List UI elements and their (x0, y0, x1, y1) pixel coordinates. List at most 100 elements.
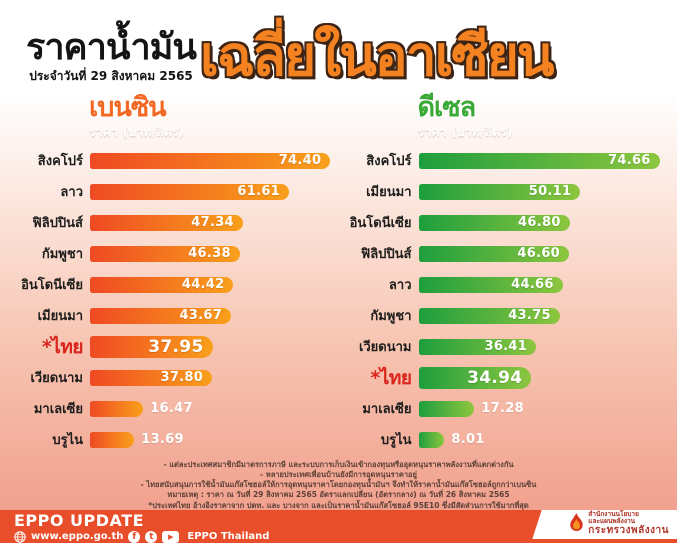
benzine-rows: สิงคโปร์ 74.40 ลาว 61.61 ฟิลิปปินส์ 47.3… (13, 145, 336, 455)
bar-value: 44.42 (181, 277, 225, 292)
country-label: สิงคโปร์ (366, 154, 412, 169)
diesel-chart-title: ดีเซล (417, 92, 477, 123)
value-bar: 74.40 (90, 152, 331, 169)
page-title: ราคาน้ำมัน (26, 27, 197, 69)
chart-row: เวียดนาม 37.80 (13, 362, 336, 393)
facebook-icon[interactable]: f (128, 530, 141, 543)
footer-left: EPPO UPDATE www.eppo.go.th f t ▶ EPPO Th… (14, 512, 269, 543)
bar-track: 74.40 (90, 152, 336, 169)
bar-value: 44.66 (511, 277, 554, 292)
benzine-chart: เบนซิน ราคา (บาท/ลิตร) สิงคโปร์ 74.40 ลา… (10, 94, 339, 455)
value-bar: 46.80 (418, 214, 570, 231)
value-bar: 44.42 (90, 276, 234, 293)
value-bar: 46.60 (418, 245, 570, 262)
bar-value-outside: 13.69 (141, 432, 184, 447)
agency-block: สำนักงานนโยบาย และแผนพลังงาน กระทรวงพลัง… (569, 510, 669, 537)
bar-value: 46.60 (517, 246, 561, 261)
bar-value: 43.75 (508, 308, 551, 323)
agency-line-2: และแผนพลังงาน (588, 517, 636, 526)
bar-value: 47.34 (191, 215, 234, 230)
footnote-line: - หลายประเทศเพื่อนบ้านยังมีการอุดหนุนราค… (260, 470, 417, 480)
country-label: *ไทย (41, 335, 84, 358)
bar-track: 34.94 (418, 366, 665, 389)
agency-line-1: สำนักงานนโยบาย (588, 510, 639, 518)
agency-text: สำนักงานนโยบาย และแผนพลังงาน กระทรวงพลัง… (588, 510, 669, 537)
bar-track: 47.34 (90, 214, 336, 231)
country-label: สิงคโปร์ (37, 154, 83, 169)
bar-track: 36.41 (418, 338, 665, 355)
bar-value: 36.41 (484, 339, 528, 354)
footer-links-row: www.eppo.go.th f t ▶ EPPO Thailand (14, 530, 269, 543)
bar-value: 34.94 (467, 367, 523, 388)
bar-value: 74.66 (608, 153, 651, 168)
value-bar: 74.66 (418, 152, 660, 169)
bar-track: 46.60 (418, 245, 665, 262)
bar-track: 16.47 (90, 400, 336, 417)
bar-value: 37.95 (148, 336, 204, 357)
chart-row: ฟิลิปปินส์ 47.34 (13, 207, 336, 238)
country-label: อินโดนีเซีย (21, 278, 83, 293)
diesel-chart-head: ดีเซล ราคา (บาท/ลิตร) (342, 94, 665, 142)
value-bar: 50.11 (418, 183, 581, 200)
bar-value-outside: 8.01 (451, 432, 485, 447)
chart-row: บรูไน 8.01 (342, 424, 665, 455)
value-bar: 44.66 (418, 276, 563, 293)
bar-value: 46.38 (188, 246, 231, 261)
value-bar (418, 400, 475, 417)
chart-row: เมียนมา 50.11 (342, 176, 665, 207)
bar-value-outside: 17.28 (481, 401, 524, 416)
chart-row: กัมพูชา 43.75 (342, 300, 665, 331)
country-label: เมียนมา (37, 309, 83, 324)
value-bar: 46.38 (90, 245, 240, 262)
chart-row: กัมพูชา 46.38 (13, 238, 336, 269)
globe-icon (14, 530, 26, 543)
bar-track: 44.42 (90, 276, 336, 293)
chart-row: อินโดนีเซีย 44.42 (13, 269, 336, 300)
bar-track: 43.75 (418, 307, 665, 324)
youtube-icon[interactable]: ▶ (162, 530, 180, 543)
chart-row: มาเลเซีย 17.28 (342, 393, 665, 424)
bar-track: 46.38 (90, 245, 336, 262)
country-label: อินโดนีเซีย (349, 216, 412, 231)
country-label: กัมพูชา (370, 309, 412, 324)
bar-track: 43.67 (90, 307, 336, 324)
country-label: เวียดนาม (30, 371, 83, 386)
country-label: เมียนมา (366, 185, 412, 200)
charts-container: เบนซิน ราคา (บาท/ลิตร) สิงคโปร์ 74.40 ลา… (10, 94, 667, 455)
country-label: ฟิลิปปินส์ (361, 247, 412, 262)
twitter-icon[interactable]: t (145, 530, 158, 543)
value-bar: 47.34 (90, 214, 243, 231)
footer-bar: สำนักงานนโยบาย และแผนพลังงาน กระทรวงพลัง… (0, 510, 677, 543)
bar-value-outside: 16.47 (150, 401, 193, 416)
chart-row: มาเลเซีย 16.47 (13, 393, 336, 424)
value-bar: 34.94 (418, 366, 532, 389)
agency-line-3: กระทรวงพลังงาน (588, 525, 669, 537)
value-bar (90, 431, 135, 448)
country-label: กัมพูชา (41, 247, 83, 262)
bar-track: 46.80 (418, 214, 665, 231)
bar-track: 44.66 (418, 276, 665, 293)
chart-row: สิงคโปร์ 74.66 (342, 145, 665, 176)
brand-title: EPPO UPDATE (14, 511, 145, 530)
chart-row: เมียนมา 43.67 (13, 300, 336, 331)
date-line: ประจำวันที่ 29 สิงหาคม 2565 (29, 69, 193, 83)
bar-track: 61.61 (90, 183, 336, 200)
value-bar: 61.61 (90, 183, 290, 200)
bar-track: 74.66 (418, 152, 665, 169)
chart-row: *ไทย 37.95 (13, 331, 336, 362)
value-bar (90, 400, 144, 417)
value-bar: 43.75 (418, 307, 560, 324)
website-link[interactable]: www.eppo.go.th (31, 531, 124, 543)
bar-value: 37.80 (160, 370, 204, 385)
footnote-line: *ประเทศไทย อ้างอิงราคาจาก ปตท. และ บางจา… (148, 500, 529, 510)
value-bar: 37.95 (90, 335, 213, 358)
diesel-chart-subtitle: ราคา (บาท/ลิตร) (417, 124, 513, 139)
footnote-line: หมายเหตุ : ราคา ณ วันที่ 29 สิงหาคม 2565… (167, 490, 510, 500)
headline: เฉลี่ยในอาเซียน (200, 23, 555, 88)
footnotes: - แต่ละประเทศสมาชิกมีมาตรการภาษี และระบบ… (10, 455, 667, 511)
bar-value: 61.61 (237, 184, 281, 199)
benzine-chart-title: เบนซิน (89, 92, 167, 123)
country-label: ลาว (388, 278, 412, 293)
chart-row: ลาว 44.66 (342, 269, 665, 300)
